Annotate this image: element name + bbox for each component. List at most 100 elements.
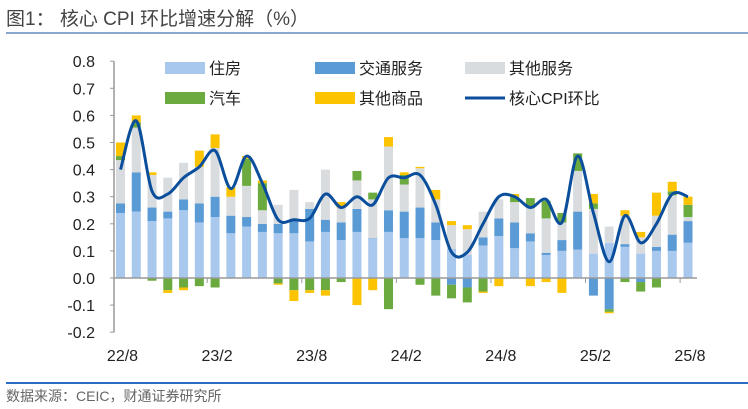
bar-汽车 (131, 122, 141, 128)
legend-item: 住房 (165, 60, 241, 78)
bar-stack (494, 199, 504, 287)
bar-汽车 (683, 204, 693, 218)
bar-其他服务 (116, 160, 125, 204)
bar-交通服务 (651, 246, 661, 251)
bar-stack (557, 212, 567, 293)
bar-stack (415, 166, 425, 285)
bar-交通服务 (242, 217, 252, 227)
bar-住房 (163, 218, 173, 278)
bar-汽车 (525, 198, 535, 208)
bar-住房 (399, 238, 409, 278)
bar-其他服务 (273, 204, 283, 224)
y-tick-label: 0.4 (73, 163, 95, 180)
bar-住房 (116, 212, 125, 278)
bar-stack (131, 115, 141, 278)
bar-其他服务 (131, 127, 141, 173)
bar-交通服务 (541, 252, 551, 255)
bar-其他服务 (352, 180, 362, 209)
bar-交通服务 (399, 211, 409, 239)
legend-swatch (165, 62, 205, 74)
bar-其他服务 (667, 195, 677, 235)
bar-其他商品 (368, 278, 378, 291)
bar-汽车 (116, 156, 125, 161)
bar-其他服务 (447, 225, 457, 250)
bar-汽车 (273, 278, 283, 284)
bar-其他服务 (431, 199, 441, 223)
bar-交通服务 (336, 222, 346, 241)
legend-swatch (165, 92, 205, 104)
bar-其他商品 (163, 290, 173, 293)
bar-汽车 (478, 278, 488, 292)
bar-住房 (478, 245, 488, 278)
bar-交通服务 (588, 278, 598, 296)
bar-stack (242, 156, 252, 278)
bar-汽车 (194, 278, 204, 287)
legend-label: 住房 (209, 60, 241, 78)
legend-swatch (315, 92, 355, 104)
bar-stack (525, 198, 535, 287)
bar-其他服务 (588, 208, 598, 254)
bar-其他服务 (399, 184, 409, 212)
bar-住房 (651, 250, 661, 278)
bar-其他商品 (525, 278, 535, 287)
bar-其他商品 (289, 290, 299, 302)
bar-汽车 (289, 278, 299, 291)
bar-其他商品 (447, 221, 457, 226)
bar-stack (226, 187, 236, 278)
bar-其他商品 (320, 290, 330, 296)
bar-住房 (573, 249, 583, 278)
bar-其他服务 (242, 185, 252, 218)
bar-其他商品 (604, 311, 614, 314)
bar-交通服务 (462, 278, 472, 288)
bar-住房 (636, 253, 646, 278)
bar-交通服务 (557, 240, 567, 251)
bar-其他服务 (462, 229, 472, 255)
x-tick-label: 25/8 (674, 348, 705, 365)
bar-其他商品 (305, 290, 315, 293)
bar-住房 (510, 248, 520, 278)
bar-其他服务 (557, 222, 567, 241)
bar-汽车 (431, 278, 441, 296)
bar-汽车 (462, 287, 472, 303)
bar-汽车 (636, 282, 646, 292)
bar-其他商品 (557, 278, 567, 293)
bar-其他商品 (415, 166, 425, 169)
legend-label: 其他服务 (509, 60, 573, 78)
x-tick-label: 24/2 (391, 348, 422, 365)
bar-汽车 (257, 183, 267, 211)
bar-其他服务 (620, 215, 630, 245)
bar-交通服务 (163, 211, 173, 219)
bar-交通服务 (116, 203, 125, 213)
y-tick-label: 0.3 (73, 190, 95, 207)
bar-交通服务 (226, 215, 236, 234)
bar-住房 (667, 250, 677, 278)
bar-其他服务 (226, 196, 236, 216)
bar-stack (431, 189, 441, 296)
legend-item: 核心CPI环比 (465, 90, 600, 108)
x-tick-label: 23/8 (296, 348, 327, 365)
x-tick-label: 24/8 (485, 348, 516, 365)
bar-汽车 (336, 278, 346, 283)
bar-交通服务 (147, 207, 157, 222)
bar-其他商品 (131, 115, 141, 123)
bar-汽车 (447, 284, 457, 299)
bar-stack (352, 170, 362, 306)
bar-住房 (447, 249, 457, 278)
bar-其他服务 (210, 147, 220, 197)
bar-汽车 (163, 278, 173, 291)
bar-交通服务 (194, 203, 204, 223)
bar-汽车 (320, 278, 330, 291)
y-tick-label: 0.2 (73, 217, 95, 234)
bar-其他服务 (683, 217, 693, 222)
bar-其他服务 (336, 207, 346, 223)
bar-住房 (683, 242, 693, 278)
bar-交通服务 (525, 233, 535, 242)
bar-stack (368, 192, 378, 291)
bar-住房 (320, 231, 330, 278)
bar-交通服务 (305, 208, 315, 242)
bar-交通服务 (573, 211, 583, 250)
bar-其他服务 (525, 207, 535, 234)
title-divider (6, 32, 748, 34)
bar-住房 (289, 233, 299, 278)
bar-其他商品 (431, 189, 441, 200)
